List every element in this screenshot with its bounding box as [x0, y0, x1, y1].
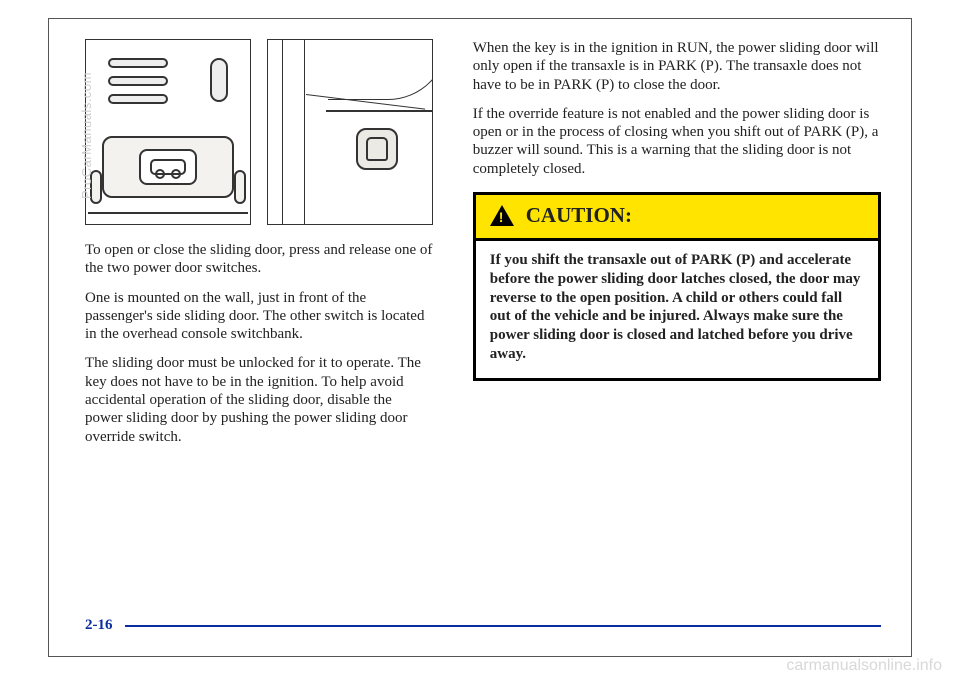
manual-page: To open or close the sliding door, press… [48, 18, 912, 657]
console-slot-icon [108, 58, 168, 68]
interior-curve-icon [328, 39, 433, 100]
caution-box: CAUTION: If you shift the transaxle out … [473, 192, 881, 381]
interior-line-icon [282, 40, 283, 224]
console-slot-icon [108, 94, 168, 104]
console-slot-icon [108, 76, 168, 86]
console-slot-icon [210, 58, 228, 102]
door-switch-button-icon [139, 149, 197, 185]
paragraph: When the key is in the ignition in RUN, … [473, 39, 881, 94]
right-column: When the key is in the ignition in RUN, … [473, 39, 881, 457]
paragraph: If the override feature is not enabled a… [473, 105, 881, 178]
figure-wall-switch [267, 39, 433, 225]
figure-overhead-console [85, 39, 251, 225]
caution-title: CAUTION: [526, 203, 632, 228]
console-panel-icon [102, 136, 234, 198]
watermark-corner: carmanualsonline.info [786, 657, 942, 675]
left-column: To open or close the sliding door, press… [85, 39, 433, 457]
page-number: 2-16 [85, 617, 113, 634]
interior-line-icon [304, 40, 305, 224]
wall-switch-rocker-icon [366, 137, 388, 161]
wall-switch-icon [356, 128, 398, 170]
caution-body: If you shift the transaxle out of PARK (… [476, 241, 878, 378]
figure-row [85, 39, 433, 225]
paragraph: To open or close the sliding door, press… [85, 241, 433, 278]
warning-triangle-icon [490, 205, 514, 226]
right-body-text: When the key is in the ignition in RUN, … [473, 39, 881, 178]
paragraph: One is mounted on the wall, just in fron… [85, 289, 433, 344]
console-side-icon [234, 170, 246, 204]
van-icon [150, 159, 186, 175]
left-body-text: To open or close the sliding door, press… [85, 241, 433, 446]
page-footer: 2-16 [85, 617, 881, 634]
interior-line-icon [326, 110, 433, 112]
paragraph: The sliding door must be unlocked for it… [85, 354, 433, 445]
footer-rule [125, 625, 882, 627]
console-base-line [88, 212, 248, 214]
console-side-icon [90, 170, 102, 204]
caution-header: CAUTION: [476, 195, 878, 241]
two-column-layout: To open or close the sliding door, press… [85, 39, 881, 457]
